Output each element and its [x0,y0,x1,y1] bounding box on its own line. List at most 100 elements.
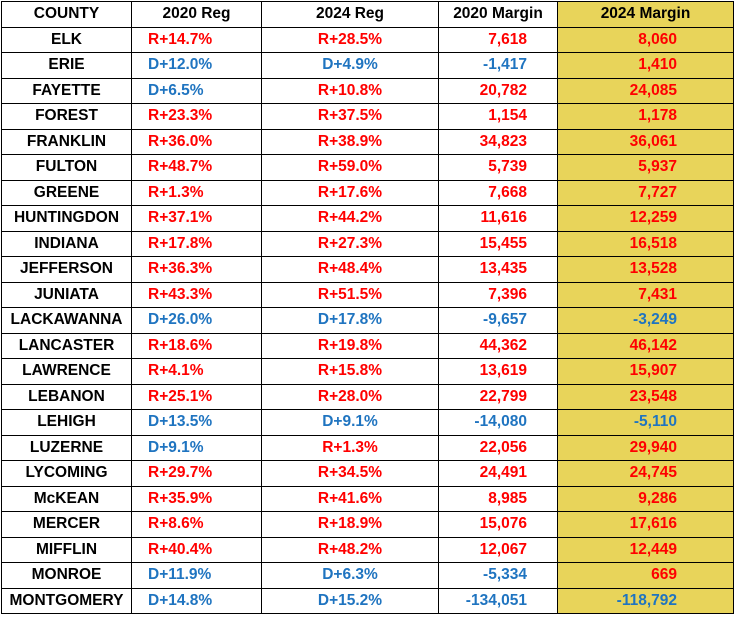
margin-2020-cell: -1,417 [438,52,558,79]
reg-2024-cell: D+17.8% [261,307,439,334]
table-row: MERCER R+8.6% R+18.9% 15,076 17,616 [1,511,734,538]
margin-2024-cell: 16,518 [557,230,734,257]
county-cell: GREENE [1,179,132,206]
table-row: LANCASTER R+18.6% R+19.8% 44,362 46,142 [1,332,734,359]
margin-2024-cell: 13,528 [557,256,734,283]
county-cell: INDIANA [1,230,132,257]
margin-2024-cell: 12,259 [557,205,734,232]
table-row: McKEAN R+35.9% R+41.6% 8,985 9,286 [1,485,734,512]
reg-2024-cell: R+51.5% [261,281,439,308]
reg-2024-cell: R+19.8% [261,332,439,359]
header-2020-reg: 2020 Reg [131,1,262,28]
table-row: GREENE R+1.3% R+17.6% 7,668 7,727 [1,179,734,206]
reg-2020-cell: R+36.3% [131,256,262,283]
county-cell: ELK [1,26,132,53]
reg-2020-cell: R+40.4% [131,536,262,563]
reg-2020-cell: D+14.8% [131,587,262,614]
reg-2020-cell: D+6.5% [131,77,262,104]
reg-2020-cell: D+12.0% [131,52,262,79]
margin-2020-cell: 22,799 [438,383,558,410]
margin-2020-cell: -14,080 [438,409,558,436]
header-2020-margin: 2020 Margin [438,1,558,28]
county-cell: LACKAWANNA [1,307,132,334]
margin-2024-cell: 24,085 [557,77,734,104]
margin-2024-cell: 24,745 [557,460,734,487]
county-cell: MERCER [1,511,132,538]
margin-2020-cell: 12,067 [438,536,558,563]
table-row: LEBANON R+25.1% R+28.0% 22,799 23,548 [1,383,734,410]
county-cell: HUNTINGDON [1,205,132,232]
header-2024-margin: 2024 Margin [557,1,734,28]
reg-2020-cell: R+1.3% [131,179,262,206]
margin-2024-cell: -118,792 [557,587,734,614]
margin-2020-cell: 13,435 [438,256,558,283]
table-row: LACKAWANNA D+26.0% D+17.8% -9,657 -3,249 [1,307,734,334]
margin-2024-cell: 15,907 [557,358,734,385]
reg-2024-cell: R+27.3% [261,230,439,257]
reg-2024-cell: D+9.1% [261,409,439,436]
reg-2024-cell: R+10.8% [261,77,439,104]
reg-2020-cell: R+36.0% [131,128,262,155]
margin-2020-cell: -134,051 [438,587,558,614]
reg-2024-cell: R+28.5% [261,26,439,53]
county-cell: LAWRENCE [1,358,132,385]
reg-2024-cell: R+48.4% [261,256,439,283]
reg-2024-cell: D+6.3% [261,562,439,589]
reg-2024-cell: R+48.2% [261,536,439,563]
margin-2020-cell: 7,668 [438,179,558,206]
table-row: JEFFERSON R+36.3% R+48.4% 13,435 13,528 [1,256,734,283]
reg-2020-cell: R+4.1% [131,358,262,385]
margin-2020-cell: 7,618 [438,26,558,53]
table-row: JUNIATA R+43.3% R+51.5% 7,396 7,431 [1,281,734,308]
margin-2024-cell: 5,937 [557,154,734,181]
table-row: LEHIGH D+13.5% D+9.1% -14,080 -5,110 [1,409,734,436]
reg-2020-cell: R+17.8% [131,230,262,257]
margin-2020-cell: 15,076 [438,511,558,538]
reg-2024-cell: D+15.2% [261,587,439,614]
reg-2024-cell: R+18.9% [261,511,439,538]
reg-2020-cell: R+23.3% [131,103,262,130]
county-cell: ERIE [1,52,132,79]
margin-2024-cell: 12,449 [557,536,734,563]
margin-2020-cell: 44,362 [438,332,558,359]
reg-2020-cell: R+14.7% [131,26,262,53]
margin-2020-cell: -9,657 [438,307,558,334]
margin-2020-cell: 8,985 [438,485,558,512]
margin-2024-cell: 8,060 [557,26,734,53]
county-cell: LUZERNE [1,434,132,461]
reg-2020-cell: R+37.1% [131,205,262,232]
county-cell: LANCASTER [1,332,132,359]
header-row: COUNTY 2020 Reg 2024 Reg 2020 Margin 202… [1,1,734,28]
margin-2020-cell: 15,455 [438,230,558,257]
margin-2024-cell: 1,410 [557,52,734,79]
reg-2020-cell: D+13.5% [131,409,262,436]
table-row: ELK R+14.7% R+28.5% 7,618 8,060 [1,26,734,53]
reg-2024-cell: D+4.9% [261,52,439,79]
margin-2024-cell: 29,940 [557,434,734,461]
table-row: INDIANA R+17.8% R+27.3% 15,455 16,518 [1,230,734,257]
margin-2020-cell: 24,491 [438,460,558,487]
county-cell: LEHIGH [1,409,132,436]
reg-2020-cell: D+11.9% [131,562,262,589]
table-row: MONTGOMERY D+14.8% D+15.2% -134,051 -118,792 [1,587,734,614]
reg-2024-cell: R+44.2% [261,205,439,232]
reg-2020-cell: R+8.6% [131,511,262,538]
margin-2020-cell: 7,396 [438,281,558,308]
margin-2020-cell: 20,782 [438,77,558,104]
table-row: ERIE D+12.0% D+4.9% -1,417 1,410 [1,52,734,79]
header-2024-reg: 2024 Reg [261,1,439,28]
reg-2020-cell: R+48.7% [131,154,262,181]
reg-2020-cell: R+29.7% [131,460,262,487]
reg-2020-cell: R+43.3% [131,281,262,308]
margin-2024-cell: 17,616 [557,511,734,538]
margin-2024-cell: 23,548 [557,383,734,410]
reg-2020-cell: D+26.0% [131,307,262,334]
margin-2024-cell: 7,727 [557,179,734,206]
margin-2020-cell: 13,619 [438,358,558,385]
table-row: MONROE D+11.9% D+6.3% -5,334 669 [1,562,734,589]
county-cell: FAYETTE [1,77,132,104]
header-county: COUNTY [1,1,132,28]
margin-2020-cell: 1,154 [438,103,558,130]
table-row: LUZERNE D+9.1% R+1.3% 22,056 29,940 [1,434,734,461]
county-cell: MONTGOMERY [1,587,132,614]
